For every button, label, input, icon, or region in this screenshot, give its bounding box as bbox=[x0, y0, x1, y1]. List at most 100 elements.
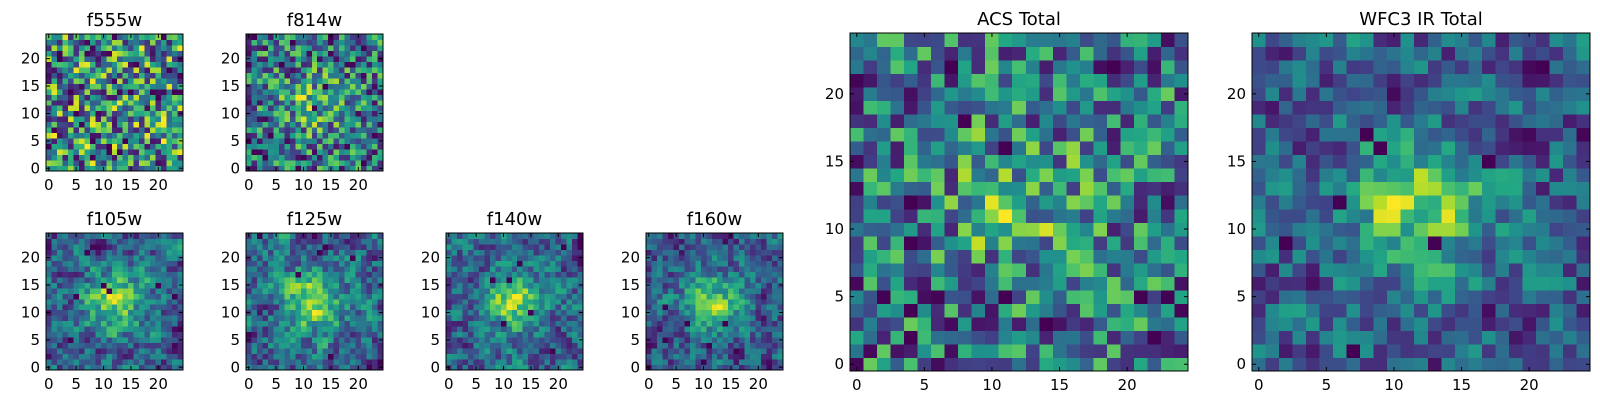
heatmap-cell bbox=[372, 165, 379, 172]
heatmap-cell bbox=[1279, 168, 1294, 183]
heatmap-cell bbox=[478, 320, 485, 327]
heatmap-cell bbox=[144, 293, 151, 300]
heatmap-cell bbox=[544, 320, 551, 327]
heatmap-cell bbox=[273, 249, 280, 256]
heatmap-cell bbox=[528, 293, 535, 300]
heatmap-cell bbox=[985, 33, 1000, 48]
heatmap-cell bbox=[1400, 168, 1415, 183]
heatmap-cell bbox=[651, 260, 658, 267]
heatmap-cell bbox=[511, 342, 518, 349]
heatmap-cell bbox=[744, 249, 751, 256]
heatmap-cell bbox=[278, 44, 285, 51]
heatmap-cell bbox=[772, 287, 779, 294]
heatmap-cell bbox=[1147, 168, 1162, 183]
heatmap-cell bbox=[372, 72, 379, 79]
heatmap-cell bbox=[528, 337, 535, 344]
heatmap-cell bbox=[1106, 357, 1121, 372]
heatmap-cell bbox=[278, 66, 285, 73]
heatmap-cell bbox=[111, 77, 118, 84]
heatmap-cell bbox=[877, 46, 892, 61]
heatmap-cell bbox=[1468, 249, 1483, 264]
heatmap-cell bbox=[850, 235, 865, 250]
heatmap-cell bbox=[150, 83, 157, 90]
heatmap-cell bbox=[56, 249, 63, 256]
heatmap-cell bbox=[339, 337, 346, 344]
heatmap-cell bbox=[78, 105, 85, 112]
heatmap-cell bbox=[273, 39, 280, 46]
heatmap-cell bbox=[550, 265, 557, 272]
heatmap-cell bbox=[1373, 222, 1388, 237]
heatmap-cell bbox=[273, 99, 280, 106]
heatmap-cell bbox=[106, 298, 113, 305]
heatmap-cell bbox=[484, 260, 491, 267]
heatmap-cell bbox=[366, 249, 373, 256]
heatmap-cell bbox=[744, 326, 751, 333]
heatmap-cell bbox=[1174, 100, 1189, 115]
heatmap-cell bbox=[985, 208, 1000, 223]
heatmap-cell bbox=[295, 94, 302, 101]
heatmap-cell bbox=[539, 359, 546, 366]
heatmap-cell bbox=[761, 282, 768, 289]
heatmap-cell bbox=[1174, 289, 1189, 304]
heatmap-cell bbox=[544, 337, 551, 344]
heatmap-cell bbox=[555, 359, 562, 366]
heatmap-cell bbox=[289, 39, 296, 46]
heatmap-cell bbox=[728, 271, 735, 278]
heatmap-cell bbox=[904, 87, 919, 102]
heatmap-cell bbox=[339, 127, 346, 134]
heatmap-cell bbox=[1454, 303, 1469, 318]
heatmap-cell bbox=[711, 282, 718, 289]
heatmap-cell bbox=[73, 353, 80, 360]
heatmap-cell bbox=[478, 326, 485, 333]
heatmap-cell bbox=[555, 326, 562, 333]
heatmap-cell bbox=[506, 359, 513, 366]
heatmap-cell bbox=[155, 66, 162, 73]
heatmap-cell bbox=[267, 105, 274, 112]
heatmap-cell bbox=[150, 342, 157, 349]
heatmap-cell bbox=[251, 238, 258, 245]
heatmap-cell bbox=[350, 287, 357, 294]
heatmap-cell bbox=[1292, 289, 1307, 304]
heatmap-cell bbox=[850, 303, 865, 318]
heatmap-cell bbox=[73, 320, 80, 327]
heatmap-cell bbox=[267, 282, 274, 289]
heatmap-cell bbox=[706, 364, 713, 371]
heatmap-cell bbox=[1052, 235, 1067, 250]
heatmap-cell bbox=[717, 276, 724, 283]
heatmap-cell bbox=[128, 326, 135, 333]
heatmap-cell bbox=[1039, 249, 1054, 264]
heatmap-cell bbox=[566, 337, 573, 344]
heatmap-cell bbox=[166, 99, 173, 106]
heatmap-cell bbox=[561, 254, 568, 261]
heatmap-cell bbox=[177, 353, 184, 360]
heatmap-cell bbox=[717, 243, 724, 250]
heatmap-cell bbox=[678, 276, 685, 283]
heatmap-cell bbox=[522, 254, 529, 261]
heatmap-cell bbox=[555, 304, 562, 311]
heatmap-cell bbox=[56, 99, 63, 106]
heatmap-cell bbox=[300, 287, 307, 294]
heatmap-cell bbox=[78, 298, 85, 305]
heatmap-cell bbox=[295, 105, 302, 112]
heatmap-cell bbox=[317, 243, 324, 250]
heatmap-cell bbox=[678, 293, 685, 300]
heatmap-cell bbox=[300, 249, 307, 256]
heatmap-cell bbox=[1333, 316, 1348, 331]
heatmap-cell bbox=[284, 44, 291, 51]
heatmap-cell bbox=[456, 282, 463, 289]
heatmap-cell bbox=[473, 326, 480, 333]
heatmap-cell bbox=[262, 143, 269, 150]
heatmap-cell bbox=[355, 337, 362, 344]
heatmap-cell bbox=[166, 359, 173, 366]
heatmap-cell bbox=[1039, 343, 1054, 358]
heatmap-cell bbox=[495, 265, 502, 272]
heatmap-cell bbox=[917, 181, 932, 196]
heatmap-cell bbox=[377, 353, 384, 360]
heatmap-cell bbox=[311, 72, 318, 79]
heatmap-cell bbox=[62, 83, 69, 90]
heatmap-cell bbox=[128, 66, 135, 73]
heatmap-cell bbox=[155, 353, 162, 360]
heatmap-cell bbox=[684, 287, 691, 294]
heatmap-cell bbox=[273, 287, 280, 294]
heatmap-cell bbox=[506, 304, 513, 311]
